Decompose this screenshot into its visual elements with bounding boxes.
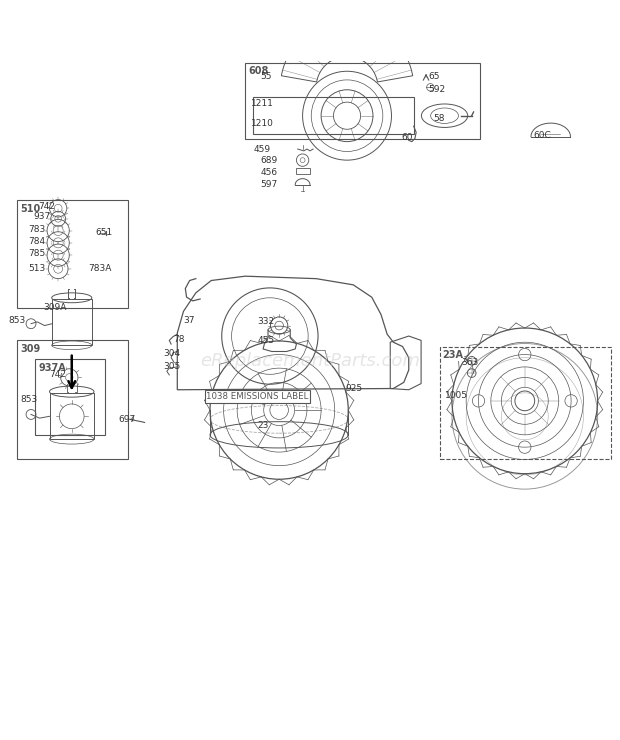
Text: 78: 78 [173, 334, 185, 343]
Text: eReplacementParts.com: eReplacementParts.com [200, 352, 420, 370]
Text: 925: 925 [346, 384, 363, 393]
Text: 60: 60 [401, 133, 413, 142]
Text: 55: 55 [260, 73, 272, 81]
Text: 742: 742 [50, 371, 66, 380]
Text: 309: 309 [20, 344, 40, 354]
Text: 60C: 60C [533, 131, 551, 140]
Text: 305: 305 [163, 363, 180, 371]
Text: 689: 689 [260, 155, 278, 164]
Text: 304: 304 [163, 349, 180, 358]
Text: 1038 EMISSIONS LABEL: 1038 EMISSIONS LABEL [206, 392, 309, 401]
Text: 785: 785 [29, 249, 46, 258]
Text: 853: 853 [20, 395, 37, 404]
Text: 783A: 783A [88, 263, 111, 272]
Text: 456: 456 [260, 168, 278, 177]
Text: 853: 853 [9, 316, 26, 325]
Text: 1210: 1210 [251, 118, 274, 127]
Bar [296, 167, 310, 174]
Text: 510: 510 [20, 204, 40, 214]
Bar [52, 299, 92, 346]
Text: 1005: 1005 [445, 391, 467, 400]
Text: 651: 651 [95, 229, 112, 238]
Text: 363: 363 [461, 358, 479, 367]
Text: 742: 742 [38, 202, 55, 211]
Text: 937: 937 [33, 212, 51, 221]
Text: 23A: 23A [443, 350, 464, 360]
Text: 332: 332 [257, 317, 275, 326]
Text: 783: 783 [29, 225, 46, 234]
Text: 37: 37 [184, 316, 195, 325]
Text: 592: 592 [428, 84, 446, 94]
Bar [50, 393, 94, 439]
Text: 937A: 937A [38, 363, 66, 373]
Text: 597: 597 [260, 181, 278, 189]
Text: 455: 455 [257, 336, 275, 345]
Text: 459: 459 [253, 144, 270, 153]
Text: 23: 23 [257, 421, 269, 430]
Text: 1211: 1211 [251, 99, 274, 108]
Text: 65: 65 [428, 73, 440, 81]
Text: 513: 513 [29, 263, 46, 272]
Text: 784: 784 [29, 237, 46, 246]
Text: 608: 608 [248, 67, 268, 76]
Text: 58: 58 [433, 114, 445, 123]
Text: 309A: 309A [43, 303, 67, 312]
Text: 697: 697 [118, 415, 136, 424]
